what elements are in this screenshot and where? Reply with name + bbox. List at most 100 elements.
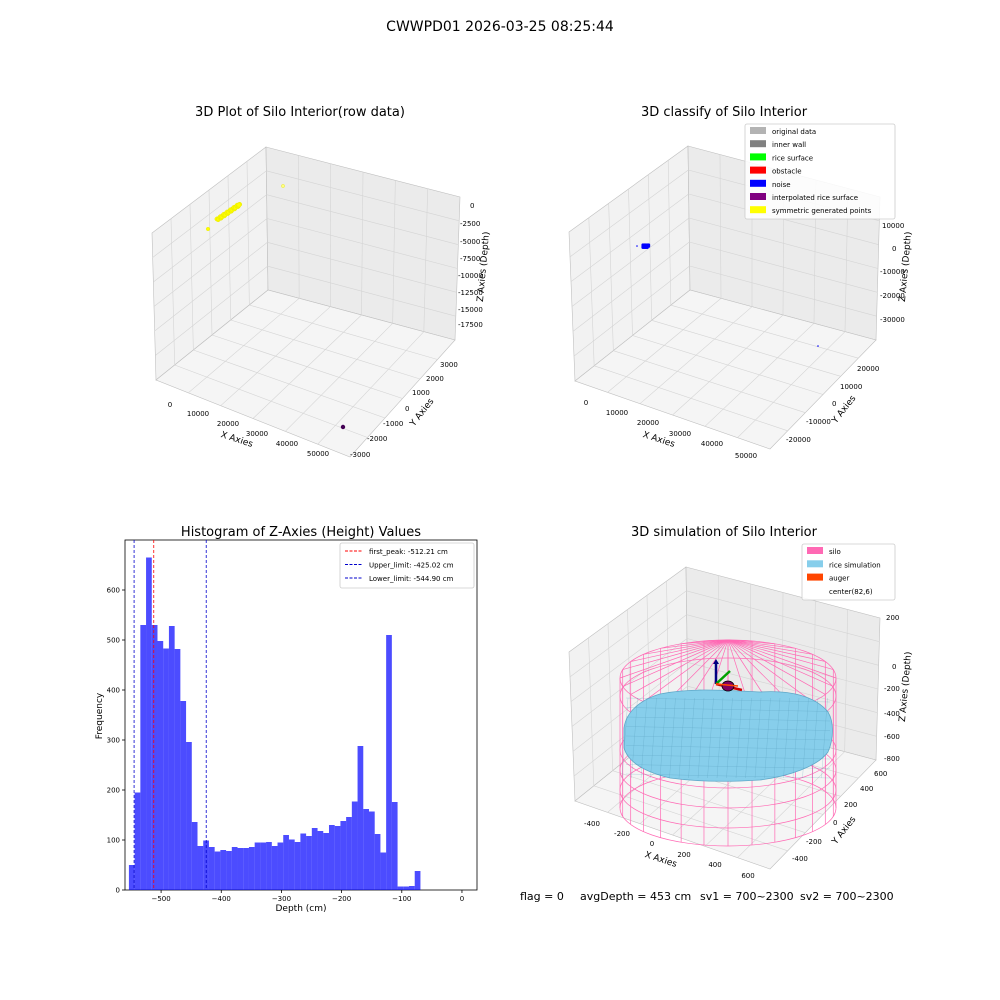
raw-point — [205, 226, 210, 231]
legend-label: inner wall — [772, 141, 806, 149]
panel2-scatter-points — [636, 243, 819, 347]
histogram-ytick: 600 — [107, 587, 120, 595]
histogram-bar — [386, 635, 392, 890]
panel4-ztick: 200 — [886, 614, 899, 622]
legend-label: symmetric generated points — [772, 207, 872, 215]
panel4-xtick: -400 — [584, 820, 600, 828]
histogram-bar — [351, 801, 358, 890]
panel1-xticks: 0 10000 20000 30000 40000 50000 — [168, 401, 329, 458]
histogram-bar — [317, 831, 324, 890]
legend-swatch — [750, 166, 766, 174]
histogram-xtick: −100 — [392, 895, 411, 903]
legend-swatch — [807, 547, 823, 554]
histogram-bar — [357, 746, 364, 890]
histogram-bar — [243, 848, 249, 890]
panel4-zticks: 200 0 -200 -400 -600 -800 — [884, 614, 900, 763]
histogram-bar — [231, 847, 238, 890]
panel3-title: Histogram of Z-Axies (Height) Values — [181, 525, 421, 540]
legend-swatch — [750, 140, 766, 148]
histogram-bar — [403, 886, 410, 890]
histogram-bar — [157, 641, 164, 890]
histogram-bar — [180, 701, 187, 890]
panel1-ytick: -2000 — [367, 435, 387, 443]
classified-point — [636, 245, 638, 247]
panel1-xtick: 20000 — [217, 420, 239, 428]
panel4-ytick: 0 — [833, 819, 837, 827]
panel1-ytick: -3000 — [350, 451, 370, 459]
histogram-xtick: −400 — [212, 895, 231, 903]
histogram-bar — [414, 871, 421, 890]
histogram-ytick: 200 — [107, 787, 120, 795]
panel2-ytick: -20000 — [786, 436, 811, 444]
panel-histogram: Histogram of Z-Axies (Height) Values −50… — [95, 525, 478, 914]
histogram-bar — [294, 842, 301, 890]
panel4-ztick: -200 — [884, 685, 900, 693]
histogram-bar — [368, 811, 375, 890]
legend-swatch — [807, 573, 823, 581]
legend-label: interpolated rice surface — [772, 194, 858, 202]
histogram-bar — [174, 649, 181, 890]
panel2-ztick: 0 — [892, 245, 896, 253]
panel2-zlabel: Z Axies (Depth) — [898, 231, 914, 302]
histogram-bar — [397, 886, 404, 890]
panel1-xtick: 0 — [168, 401, 172, 409]
histogram-bar — [311, 828, 318, 890]
histogram-bar — [277, 842, 284, 890]
panel4-ytick: -400 — [792, 855, 808, 863]
histogram-bar — [248, 847, 255, 890]
panel1-xtick: 30000 — [246, 430, 268, 438]
panel4-legend: silo rice simulation auger center(82,6) — [801, 543, 896, 601]
panel1-ytick: -1000 — [383, 420, 403, 428]
histogram-ytick: 500 — [107, 637, 120, 645]
histogram-bar — [237, 848, 244, 890]
panel1-ztick: 0 — [470, 202, 474, 210]
histogram-bar — [323, 833, 329, 890]
histogram-bar — [409, 886, 415, 890]
histogram-bar — [328, 825, 335, 890]
panel1-ztick: -7500 — [460, 255, 480, 263]
legend-swatch — [750, 193, 766, 200]
histogram-bar — [146, 557, 152, 890]
panel2-ytick: -10000 — [806, 418, 831, 426]
panel4-xtick: -200 — [614, 830, 630, 838]
histogram-bar — [346, 817, 352, 890]
histogram-ytick: 400 — [107, 687, 120, 695]
figure-suptitle: CWWPD01 2026-03-25 08:25:44 — [386, 19, 614, 35]
histogram-xtick: 0 — [460, 895, 464, 903]
panel1-yticks: -3000 -2000 -1000 0 1000 2000 3000 — [350, 361, 458, 459]
footer-sv2: sv2 = 700~2300 — [800, 890, 894, 903]
classified-point — [645, 245, 649, 249]
histogram-xtick: −500 — [151, 895, 170, 903]
panel2-ztick: -30000 — [880, 316, 905, 324]
footer-stats: flag = 0 avgDepth = 453 cm sv1 = 700~230… — [520, 890, 894, 903]
panel4-yticks: -400 -200 0 200 400 600 — [792, 770, 887, 863]
panel1-ytick: 2000 — [426, 375, 444, 383]
legend-label: rice surface — [772, 154, 813, 162]
panel4-ztick: 0 — [892, 663, 896, 671]
panel1-ztick: -12500 — [458, 289, 483, 297]
legend-label: noise — [772, 181, 791, 189]
histogram-bar — [168, 626, 175, 890]
panel4-ytick: 600 — [874, 770, 887, 778]
panel1-ztick: -15000 — [458, 306, 483, 314]
panel1-ztick: -17500 — [458, 321, 483, 329]
legend-swatch — [750, 153, 766, 161]
panel2-ztick: -10000 — [880, 268, 905, 276]
panel2-yticks: -20000 -10000 0 10000 20000 — [786, 365, 879, 444]
panel4-ytick: 400 — [860, 785, 873, 793]
footer-flag: flag = 0 — [520, 890, 564, 903]
legend-label: rice simulation — [829, 561, 881, 569]
panel2-ytick: 20000 — [857, 365, 879, 373]
panel4-ztick: -400 — [884, 710, 900, 718]
panel4-xtick: 200 — [677, 851, 690, 859]
legend-label: obstacle — [772, 168, 802, 176]
histogram-bar — [214, 851, 221, 890]
panel3-ylabel: Frequency — [95, 692, 105, 739]
histogram-xtick: −300 — [272, 895, 291, 903]
histogram-bar — [363, 809, 369, 890]
panel2-ztick: -20000 — [880, 292, 905, 300]
histogram-ytick: 100 — [107, 837, 120, 845]
legend-label: first_peak: -512.21 cm — [369, 548, 448, 556]
panel2-xtick: 40000 — [701, 440, 723, 448]
